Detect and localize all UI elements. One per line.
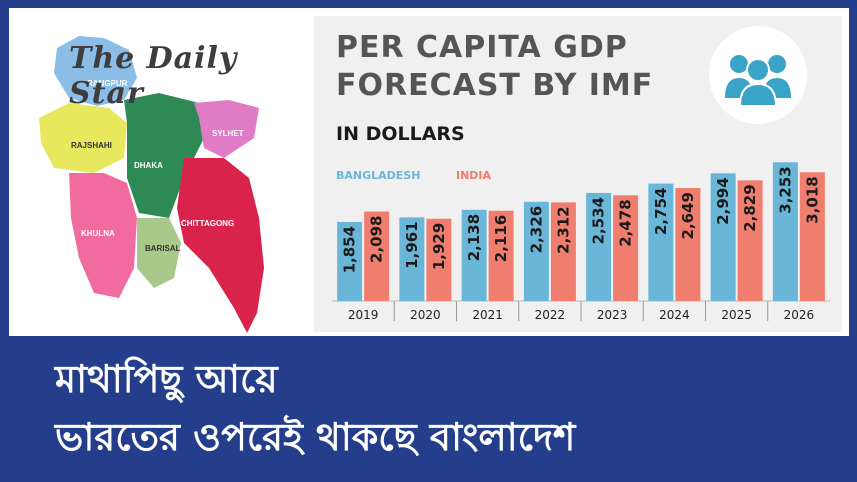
chart-title-line1: PER CAPITA GDP [336, 30, 628, 65]
data-label-india-2020: 1,929 [430, 223, 448, 270]
data-label-india-2023: 2,478 [617, 199, 635, 246]
newspaper-logo: The Daily Star [69, 41, 238, 111]
data-label-india-2022: 2,312 [554, 206, 572, 253]
people-icon-svg [725, 55, 791, 107]
headline-line2: ভারতের ওপরেই থাকছে বাংলাদেশ [55, 415, 576, 459]
bar-bangladesh-2025 [710, 173, 736, 301]
data-label-bangladesh-2025: 2,994 [714, 177, 732, 224]
bar-bangladesh-2021 [461, 209, 487, 301]
bar-chart: 1,854 2,098 2019 1,961 1,929 2020 2,138 2,116 20… [332, 162, 830, 322]
bar-bangladesh-2022 [523, 201, 549, 301]
data-label-bangladesh-2021: 2,138 [465, 214, 483, 261]
data-label-india-2019: 2,098 [368, 216, 386, 263]
x-tick-label-2024: 2024 [659, 308, 690, 322]
x-tick-label-2022: 2022 [535, 308, 566, 322]
x-tick-label-2023: 2023 [597, 308, 628, 322]
region-label-barisal: BARISAL [145, 244, 181, 253]
bar-india-2023 [613, 195, 639, 301]
x-tick-label-2019: 2019 [348, 308, 379, 322]
data-label-india-2024: 2,649 [679, 192, 697, 239]
map-region-barisal [137, 218, 181, 288]
map-region-sylhet [194, 100, 259, 158]
bar-india-2019 [364, 211, 390, 301]
chart-title-line2: FORECAST BY IMF [336, 68, 654, 103]
map-region-khulna [69, 173, 137, 298]
map-region-dhaka [124, 93, 204, 218]
bar-bangladesh-2023 [586, 192, 612, 301]
bar-bangladesh-2019 [337, 221, 363, 301]
bar-india-2026 [799, 172, 825, 301]
data-label-bangladesh-2024: 2,754 [652, 188, 670, 235]
bar-bangladesh-2020 [399, 217, 425, 301]
region-label-rangpur: RANGPUR [87, 79, 128, 88]
region-label-rajshahi: RAJSHAHI [71, 141, 112, 150]
headline-line1: মাথাপিছু আয়ে [55, 357, 278, 401]
map-region-chittagong [177, 158, 264, 333]
data-label-india-2021: 2,116 [492, 215, 510, 262]
data-label-india-2026: 3,018 [803, 176, 821, 223]
x-tick-label-2025: 2025 [721, 308, 752, 322]
bangladesh-map: RANGPUR RAJSHAHI DHAKA SYLHET KHULNA BAR… [39, 36, 264, 333]
x-tick-label-2020: 2020 [410, 308, 441, 322]
map-region-rajshahi [39, 103, 127, 173]
bar-india-2021 [488, 210, 514, 301]
data-label-india-2025: 2,829 [741, 184, 759, 231]
region-label-chittagong: CHITTAGONG [181, 219, 234, 228]
region-label-sylhet: SYLHET [212, 129, 244, 138]
data-label-bangladesh-2020: 1,961 [403, 221, 421, 268]
map-area: RANGPUR RAJSHAHI DHAKA SYLHET KHULNA BAR… [9, 8, 309, 336]
data-label-bangladesh-2022: 2,326 [527, 206, 545, 253]
x-tick-label-2021: 2021 [472, 308, 503, 322]
map-region-rangpur [54, 36, 137, 106]
bar-india-2025 [737, 180, 763, 301]
x-tick-label-2026: 2026 [784, 308, 815, 322]
infographic-panel: RANGPUR RAJSHAHI DHAKA SYLHET KHULNA BAR… [9, 8, 849, 336]
chart-area: PER CAPITA GDP FORECAST BY IMF IN DOLLAR… [314, 16, 842, 332]
chart-subtitle: IN DOLLARS [336, 123, 465, 145]
bar-bangladesh-2026 [772, 162, 798, 301]
data-label-bangladesh-2019: 1,854 [341, 226, 359, 273]
bar-india-2024 [675, 188, 701, 301]
bar-india-2020 [426, 218, 452, 301]
headline-block: মাথাপিছু আয়ে ভারতের ওপরেই থাকছে বাংলাদে… [55, 350, 575, 466]
people-group-icon [709, 26, 807, 124]
bar-bangladesh-2024 [648, 183, 674, 301]
legend-india: INDIA [456, 169, 492, 182]
legend-bangladesh: BANGLADESH [336, 169, 421, 182]
data-label-bangladesh-2023: 2,534 [590, 197, 608, 244]
region-label-khulna: KHULNA [81, 229, 115, 238]
data-label-bangladesh-2026: 3,253 [776, 166, 794, 213]
region-label-dhaka: DHAKA [134, 161, 163, 170]
bar-india-2022 [550, 202, 576, 301]
